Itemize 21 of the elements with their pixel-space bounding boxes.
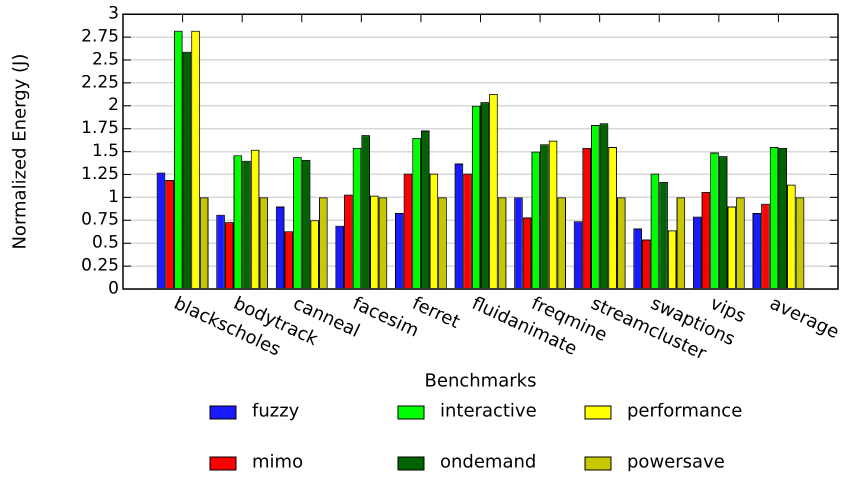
y-tick-label: 0.25: [81, 256, 119, 276]
y-tick-label: 2.75: [81, 26, 119, 47]
y-tick-label: 2.5: [92, 49, 119, 70]
y-tick-label: 1.75: [81, 118, 119, 138]
legend-label: powersave: [627, 452, 725, 473]
y-tick-label: 1.5: [92, 141, 119, 162]
y-tick-label: 1: [108, 186, 119, 207]
y-tick-label: 0.75: [81, 210, 119, 230]
y-tick-label: 2.25: [81, 72, 119, 92]
y-tick-label: 0.5: [92, 232, 119, 253]
legend-label: fuzzy: [252, 400, 300, 422]
legend-label: mimo: [252, 452, 304, 473]
y-tick-label: 2: [108, 95, 119, 116]
x-axis-title: Benchmarks: [424, 370, 536, 392]
legend-label: interactive: [440, 400, 537, 422]
y-tick-label: 1.25: [81, 164, 119, 184]
y-axis-title: Normalized Energy (J): [9, 54, 30, 250]
y-tick-label: 0: [108, 278, 119, 298]
legend-label: ondemand: [440, 452, 536, 473]
legend-label: performance: [627, 400, 742, 422]
y-tick-label: 3: [108, 4, 119, 24]
